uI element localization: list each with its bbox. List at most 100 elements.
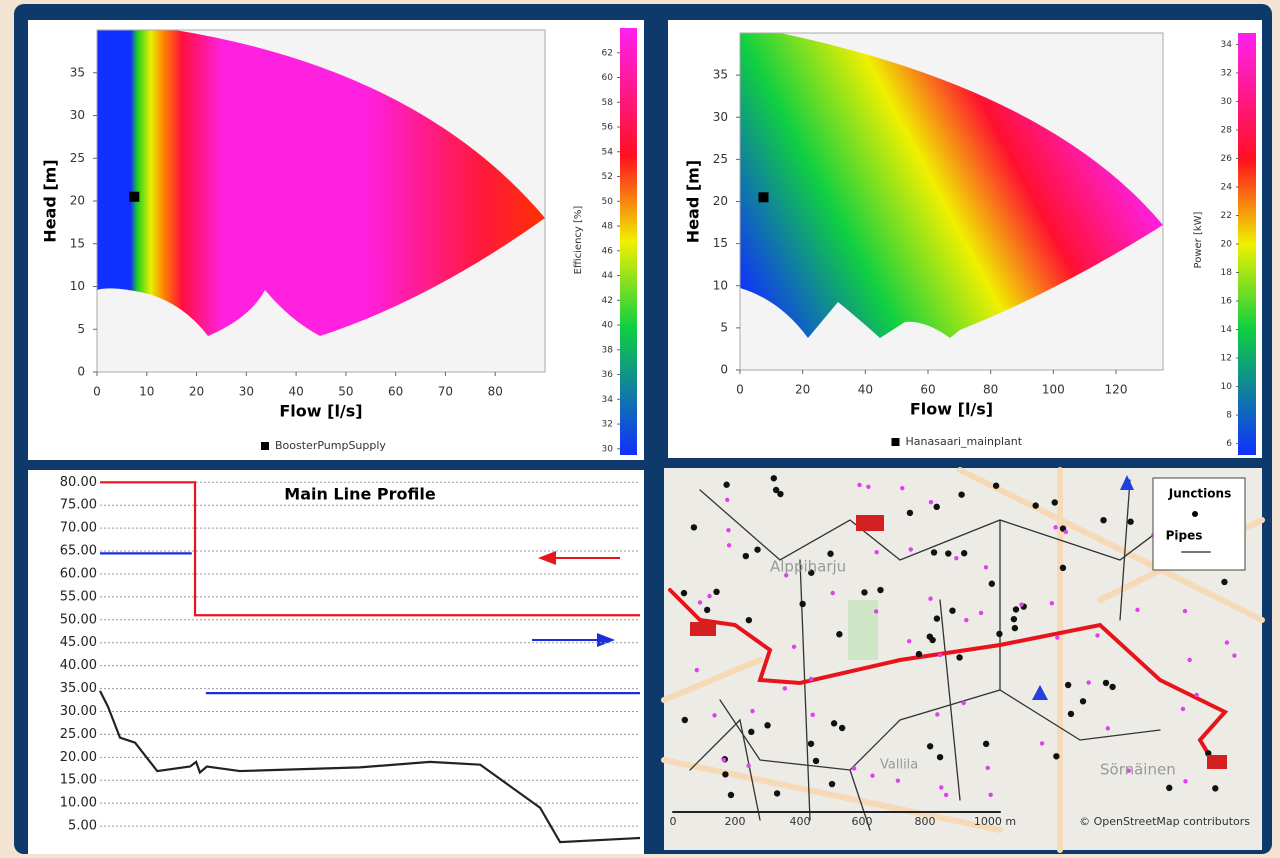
node xyxy=(727,543,731,547)
junction xyxy=(682,717,688,723)
node xyxy=(726,528,730,532)
legend-swatch xyxy=(892,438,900,446)
place-label: Alppiharju xyxy=(770,558,846,576)
y-tick-label: 75.00 xyxy=(60,498,97,513)
node xyxy=(811,713,815,717)
junction xyxy=(722,771,728,777)
node xyxy=(1225,640,1229,644)
node xyxy=(1050,601,1054,605)
colorbar-tick-label: 16 xyxy=(1221,297,1233,307)
y-tick-label: 45.00 xyxy=(60,635,97,650)
node xyxy=(698,600,702,604)
junction xyxy=(927,633,933,639)
y-tick-label: 0 xyxy=(720,363,728,377)
node xyxy=(986,766,990,770)
y-tick-label: 5.00 xyxy=(68,819,97,834)
junction xyxy=(831,720,837,726)
colorbar-tick-label: 14 xyxy=(1221,325,1233,335)
junction xyxy=(934,615,940,621)
junction xyxy=(877,587,883,593)
y-tick-label: 15 xyxy=(713,236,728,250)
colorbar-tick-label: 20 xyxy=(1221,240,1233,250)
junction xyxy=(773,487,779,493)
panel xyxy=(28,470,644,854)
plant xyxy=(690,622,716,636)
y-tick-label: 30 xyxy=(713,110,728,124)
node xyxy=(1194,693,1198,697)
node xyxy=(707,594,711,598)
y-tick-label: 10 xyxy=(70,279,85,293)
node xyxy=(874,609,878,613)
junction xyxy=(996,631,1002,637)
junction xyxy=(931,549,937,555)
junction xyxy=(1109,684,1115,690)
node xyxy=(1040,741,1044,745)
y-axis-label: Head [m] xyxy=(684,160,703,243)
y-tick-label: 65.00 xyxy=(60,544,97,559)
attribution: © OpenStreetMap contributors xyxy=(1079,815,1250,828)
colorbar-tick-label: 62 xyxy=(602,48,613,58)
scale-label: 200 xyxy=(725,815,746,828)
scale-label: 400 xyxy=(790,815,811,828)
junction xyxy=(1060,565,1066,571)
colorbar xyxy=(1238,33,1256,455)
node xyxy=(1181,707,1185,711)
y-tick-label: 20 xyxy=(713,194,728,208)
colorbar-tick-label: 56 xyxy=(602,123,614,133)
node xyxy=(1053,525,1057,529)
x-tick-label: 80 xyxy=(983,383,998,397)
legend-swatch xyxy=(261,442,269,450)
node xyxy=(928,597,932,601)
node xyxy=(1086,680,1090,684)
x-axis-label: Flow [l/s] xyxy=(910,400,993,419)
node xyxy=(857,483,861,487)
junction xyxy=(813,758,819,764)
colorbar-tick-label: 36 xyxy=(602,370,614,380)
place-label: Sörnäinen xyxy=(1100,761,1176,779)
colorbar-tick-label: 10 xyxy=(1221,382,1233,392)
x-tick-label: 120 xyxy=(1105,383,1128,397)
x-tick-label: 20 xyxy=(189,385,204,399)
y-tick-label: 15.00 xyxy=(60,773,97,788)
node xyxy=(831,591,835,595)
colorbar-tick-label: 60 xyxy=(602,73,614,83)
junction xyxy=(907,510,913,516)
colorbar-tick-label: 44 xyxy=(602,271,614,281)
legend-label: Hanasaari_mainplant xyxy=(906,435,1023,448)
junction xyxy=(983,741,989,747)
y-tick-label: 35 xyxy=(713,68,728,82)
junction xyxy=(927,743,933,749)
node xyxy=(929,500,933,504)
operating-point xyxy=(759,192,769,202)
node xyxy=(1135,608,1139,612)
junction xyxy=(728,792,734,798)
x-tick-label: 0 xyxy=(93,385,101,399)
colorbar-tick-label: 32 xyxy=(602,420,613,430)
place-label: Vallila xyxy=(880,758,918,773)
node xyxy=(909,547,913,551)
x-axis-label: Flow [l/s] xyxy=(279,402,362,421)
legend-label: Junctions xyxy=(1168,487,1231,501)
y-tick-label: 35.00 xyxy=(60,681,97,696)
x-tick-label: 60 xyxy=(920,383,935,397)
y-tick-label: 40.00 xyxy=(60,658,97,673)
junction xyxy=(754,546,760,552)
y-axis-label: Head [m] xyxy=(41,159,60,242)
node xyxy=(935,712,939,716)
node xyxy=(1055,635,1059,639)
y-tick-label: 30 xyxy=(70,108,85,122)
node xyxy=(750,709,754,713)
node xyxy=(866,485,870,489)
node xyxy=(792,645,796,649)
y-tick-label: 55.00 xyxy=(60,589,97,604)
node xyxy=(1019,602,1023,606)
plant xyxy=(856,515,884,531)
node xyxy=(746,763,750,767)
colorbar-tick-label: 48 xyxy=(602,222,614,232)
scale-label: 800 xyxy=(915,815,936,828)
junction xyxy=(723,482,729,488)
y-tick-label: 25 xyxy=(713,152,728,166)
node xyxy=(944,793,948,797)
node xyxy=(964,618,968,622)
scale-label: 0 xyxy=(670,815,677,828)
